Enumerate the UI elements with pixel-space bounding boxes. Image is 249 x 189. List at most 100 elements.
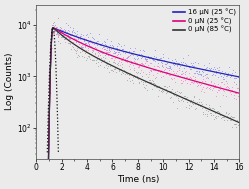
Point	[231, 72, 235, 75]
Point	[83, 43, 87, 46]
Point	[124, 49, 128, 52]
Point	[152, 64, 156, 67]
Point	[171, 63, 175, 66]
Point	[100, 46, 104, 49]
Point	[212, 118, 216, 121]
Point	[83, 51, 87, 54]
Point	[118, 59, 122, 62]
Point	[164, 65, 168, 68]
Point	[237, 123, 241, 126]
Point	[41, 162, 45, 165]
Point	[117, 68, 121, 71]
Point	[114, 46, 118, 50]
Point	[99, 51, 103, 54]
Point	[41, 162, 45, 165]
Point	[77, 50, 81, 53]
Point	[139, 57, 143, 60]
Point	[92, 47, 96, 50]
Point	[63, 34, 67, 37]
Point	[49, 48, 53, 51]
Point	[91, 58, 95, 61]
Point	[38, 162, 42, 165]
Point	[96, 61, 100, 64]
Point	[110, 69, 114, 72]
Point	[150, 78, 154, 81]
Point	[163, 63, 167, 66]
Point	[151, 81, 155, 84]
Point	[236, 87, 240, 90]
Point	[104, 62, 108, 65]
Point	[178, 74, 182, 77]
Point	[219, 74, 223, 77]
Point	[165, 71, 169, 74]
Point	[91, 40, 95, 43]
Point	[90, 42, 94, 45]
Point	[104, 64, 108, 67]
Point	[40, 162, 44, 165]
Point	[46, 162, 50, 165]
Point	[60, 36, 64, 39]
Point	[61, 36, 65, 39]
Point	[189, 98, 193, 101]
Point	[132, 56, 136, 59]
Point	[169, 89, 173, 92]
Point	[220, 80, 224, 83]
Point	[103, 43, 107, 46]
Point	[98, 53, 102, 56]
0 μN (85 °C)	[238, 122, 241, 124]
Point	[173, 58, 177, 61]
Point	[58, 28, 62, 31]
Point	[149, 80, 153, 83]
Point	[226, 87, 230, 90]
Point	[84, 59, 88, 62]
Point	[151, 57, 155, 60]
Point	[230, 88, 234, 91]
Point	[86, 54, 90, 57]
Point	[188, 66, 192, 69]
Point	[91, 48, 95, 51]
Point	[148, 62, 152, 65]
Point	[81, 33, 85, 36]
Point	[217, 66, 221, 69]
Point	[224, 110, 228, 113]
Point	[228, 91, 232, 94]
Point	[166, 57, 170, 60]
Point	[80, 46, 84, 49]
Point	[147, 55, 151, 58]
Point	[65, 28, 69, 31]
Point	[218, 84, 222, 87]
Point	[73, 49, 77, 52]
Point	[211, 114, 215, 117]
Point	[134, 71, 138, 74]
Point	[68, 41, 72, 44]
Point	[167, 64, 171, 67]
Point	[201, 75, 205, 78]
Point	[143, 81, 147, 84]
Point	[188, 101, 192, 104]
Point	[56, 39, 60, 42]
Point	[123, 59, 127, 62]
Point	[148, 57, 152, 60]
Point	[40, 162, 44, 165]
Point	[42, 162, 46, 165]
Point	[237, 120, 241, 123]
Point	[114, 67, 118, 70]
0 μN (25 °C)	[51, 26, 54, 29]
Point	[127, 50, 131, 53]
Point	[209, 66, 213, 69]
Point	[49, 49, 53, 52]
Point	[180, 62, 184, 65]
Point	[227, 66, 231, 69]
Point	[190, 102, 194, 105]
Point	[210, 89, 214, 92]
Point	[213, 115, 217, 118]
Point	[157, 59, 161, 62]
Point	[100, 50, 104, 53]
Point	[213, 111, 217, 114]
Point	[116, 61, 120, 64]
Point	[164, 62, 168, 65]
Point	[151, 59, 155, 62]
Point	[223, 88, 227, 91]
Point	[163, 85, 167, 88]
Point	[200, 70, 204, 73]
